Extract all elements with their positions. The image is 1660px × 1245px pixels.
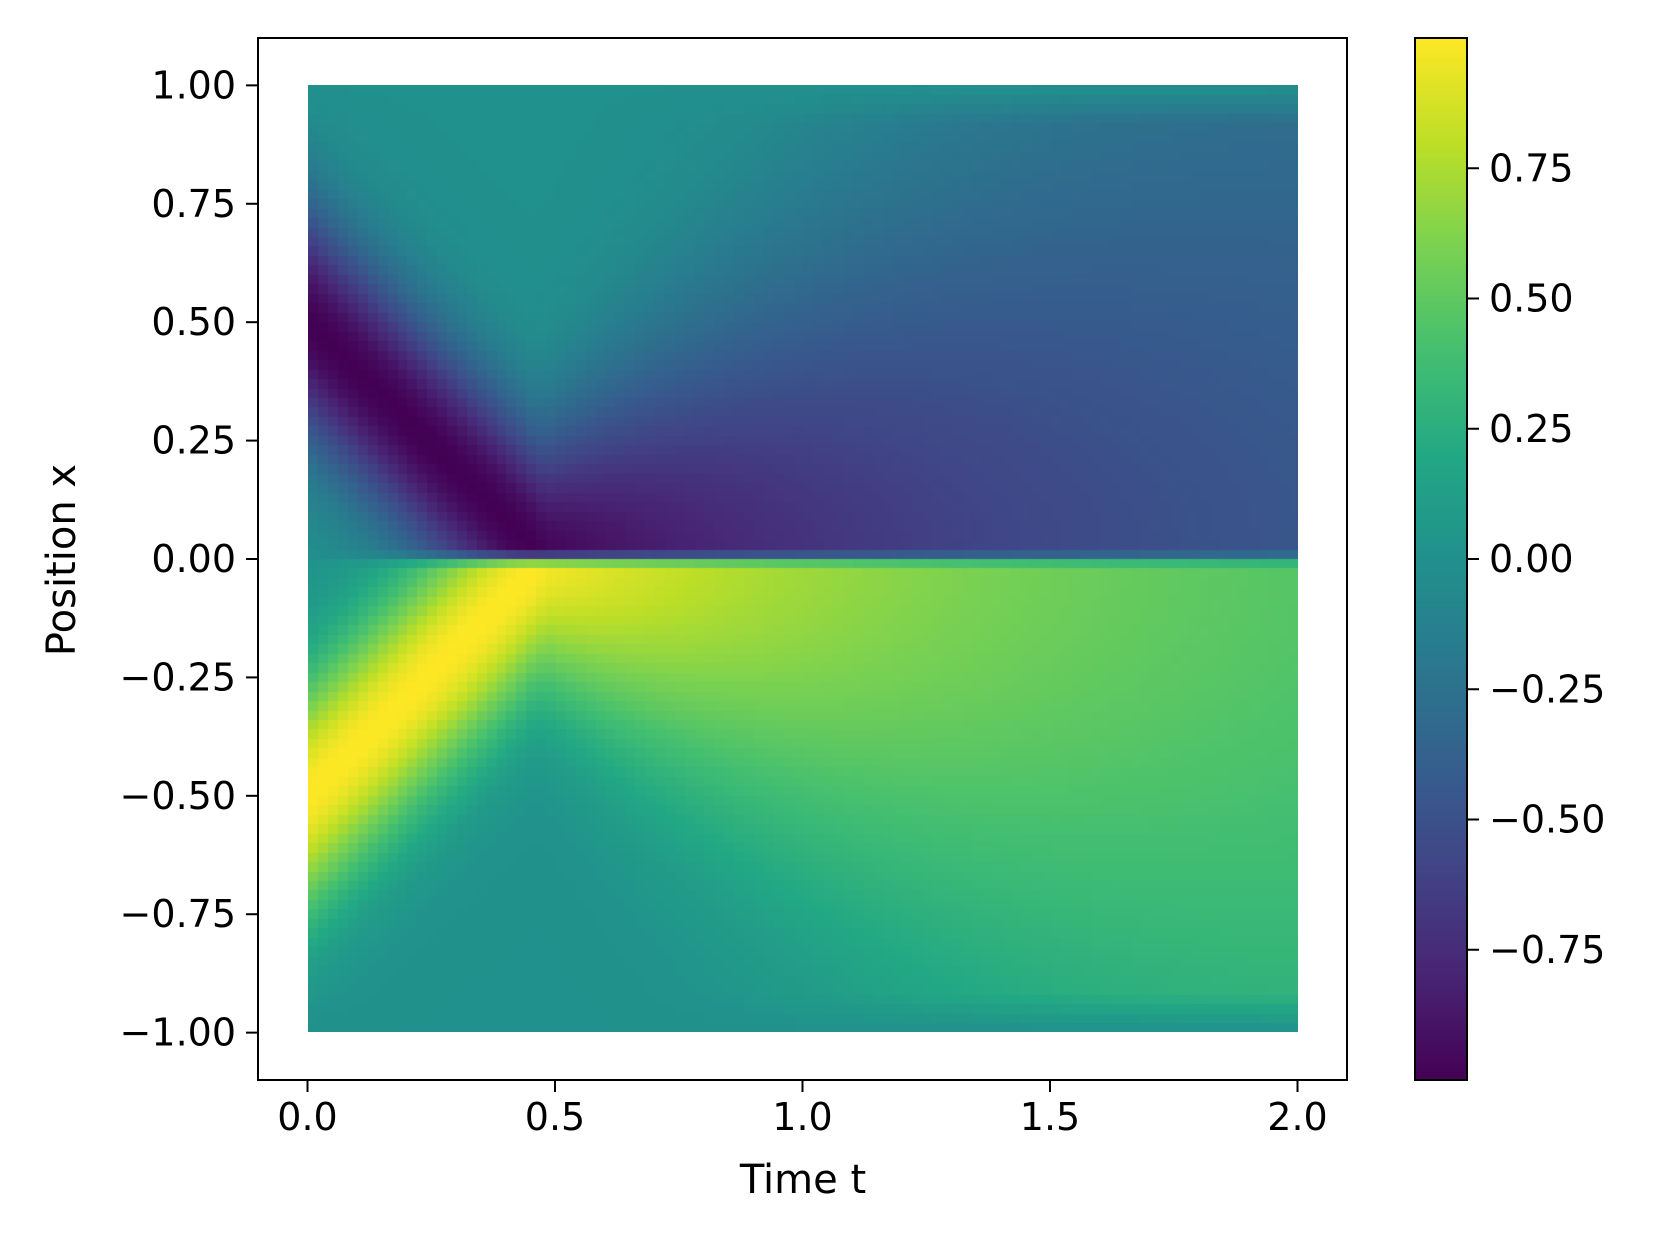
colorbar-tick-label: −0.25 [1489,667,1605,711]
x-tick-label: 0.5 [525,1095,585,1139]
colorbar-frame [1414,37,1468,1081]
colorbar-tick-label: −0.75 [1489,928,1605,972]
x-tick-label: 2.0 [1267,1095,1327,1139]
y-tick-label: 1.00 [151,63,236,107]
axes-layer: 0.0 0.5 1.0 1.5 2.0 1.00 0.75 0.50 0.25 0.00 −0.25… [120,37,1605,1139]
x-tick-label: 0.0 [277,1095,337,1139]
colorbar-tick-label: 0.25 [1489,407,1574,451]
x-tick-label: 1.5 [1020,1095,1080,1139]
colorbar-tick-label: 0.75 [1489,146,1574,190]
x-tick-label: 1.0 [772,1095,832,1139]
colorbar-tick-label: −0.50 [1489,798,1605,842]
colorbar-tick-label: 0.50 [1489,277,1574,321]
heatmap-image [307,85,1298,1033]
y-tick-label: −0.50 [120,774,236,818]
colorbar-tick-label: 0.00 [1489,537,1574,581]
y-tick-label: 0.00 [151,537,236,581]
y-tick-label: −1.00 [120,1011,236,1055]
y-tick-label: 0.50 [151,300,236,344]
y-tick-label: 0.25 [151,419,236,463]
y-tick-label: −0.25 [120,655,236,699]
y-tick-label: 0.75 [151,182,236,226]
y-axis-label: Position x [39,464,85,656]
colorbar-gradient [1415,38,1467,1080]
x-axis-label: Time t [739,1157,866,1203]
y-tick-label: −0.75 [120,892,236,936]
plot-frame [257,37,1348,1081]
